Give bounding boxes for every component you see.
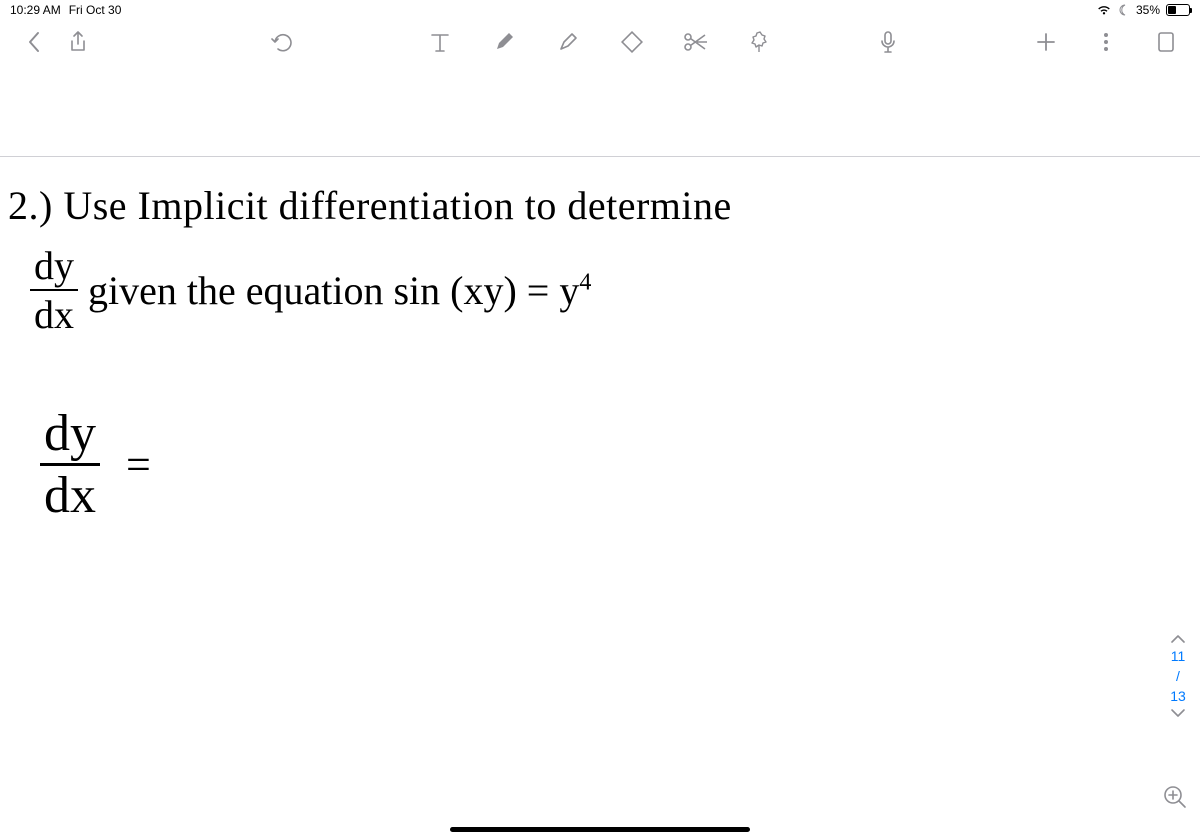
undo-button[interactable] — [266, 26, 298, 58]
moon-icon — [1118, 4, 1130, 16]
fraction-numerator: dy — [30, 242, 78, 291]
battery-icon — [1166, 4, 1190, 16]
note-canvas[interactable]: 2.) Use Implicit differentiation to dete… — [0, 64, 1200, 838]
status-time: 10:29 AM — [10, 3, 61, 17]
home-indicator[interactable] — [450, 827, 750, 832]
fraction-numerator: dy — [40, 404, 100, 466]
handwriting-line-2-text: given the equation sin (xy) = y4 — [88, 267, 591, 314]
text-tool[interactable] — [424, 26, 456, 58]
page-current: 11 — [1171, 648, 1186, 664]
toolbar — [0, 20, 1200, 64]
battery-percent: 35% — [1136, 3, 1160, 17]
page-up-button[interactable] — [1170, 634, 1186, 644]
page-sep: / — [1176, 668, 1180, 684]
fraction-denominator: dx — [40, 466, 100, 525]
page-total: 13 — [1170, 688, 1186, 704]
lasso-tool[interactable] — [744, 26, 776, 58]
tool-palette — [418, 26, 782, 58]
eraser-tool[interactable] — [616, 26, 648, 58]
status-date: Fri Oct 30 — [69, 3, 122, 17]
share-button[interactable] — [62, 26, 94, 58]
highlighter-tool[interactable] — [552, 26, 584, 58]
fraction-denominator: dx — [30, 291, 78, 338]
microphone-button[interactable] — [872, 26, 904, 58]
status-bar: 10:29 AM Fri Oct 30 35% — [0, 0, 1200, 20]
add-button[interactable] — [1030, 26, 1062, 58]
wifi-icon — [1096, 4, 1112, 16]
zoom-button[interactable] — [1162, 784, 1188, 810]
page-down-button[interactable] — [1170, 708, 1186, 718]
more-button[interactable] — [1090, 26, 1122, 58]
ruled-line — [0, 156, 1200, 157]
handwriting-line-3: dy dx = — [40, 404, 151, 525]
equals-sign: = — [126, 439, 151, 490]
pen-tool[interactable] — [488, 26, 520, 58]
handwriting-line-1: 2.) Use Implicit differentiation to dete… — [8, 182, 732, 229]
page-navigator: 11 / 13 — [1170, 634, 1186, 718]
handwriting-line-2: dy dx given the equation sin (xy) = y4 — [30, 242, 591, 338]
back-button[interactable] — [18, 26, 50, 58]
scissors-tool[interactable] — [680, 26, 712, 58]
pages-button[interactable] — [1150, 26, 1182, 58]
